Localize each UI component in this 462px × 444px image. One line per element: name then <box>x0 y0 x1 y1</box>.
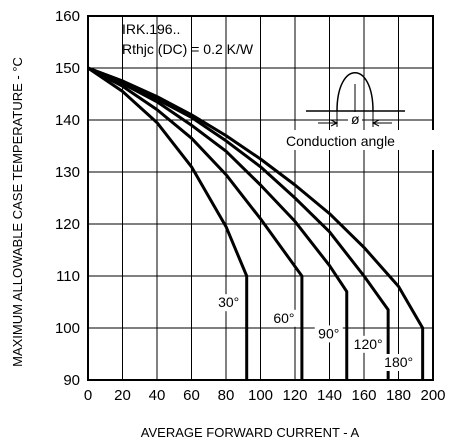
curve-label: 120° <box>354 336 383 352</box>
plot-frame <box>87 15 434 381</box>
curve-label: 90° <box>318 325 339 341</box>
plot-border <box>87 15 434 381</box>
series-line <box>87 66 390 380</box>
y-tick-label: 90 <box>63 372 80 389</box>
y-tick-label: 120 <box>55 216 80 233</box>
x-tick-label: 0 <box>84 387 92 404</box>
y-tick-label: 140 <box>55 112 80 129</box>
curve-label-bg <box>314 325 343 343</box>
curve-label: 60° <box>273 310 294 326</box>
series-line <box>87 66 304 380</box>
curve-label: 30° <box>218 294 239 310</box>
series-line <box>87 66 349 380</box>
x-axis-label: AVERAGE FORWARD CURRENT - A <box>141 425 360 440</box>
curves <box>87 66 425 380</box>
curve-label-bg <box>269 309 298 327</box>
series-line <box>87 66 425 380</box>
x-tick-label: 40 <box>149 387 166 404</box>
x-tick-label: 200 <box>420 387 445 404</box>
x-tick-label: 80 <box>218 387 235 404</box>
y-tick-label: 130 <box>55 164 80 181</box>
curve-label-bg <box>380 354 417 371</box>
curve-label: 180° <box>384 354 413 370</box>
device-label: IRK.196.. <box>122 21 180 37</box>
x-tick-label: 140 <box>317 387 342 404</box>
conduction-angle-label: Conduction angle <box>286 133 395 149</box>
y-tick-label: 100 <box>55 320 80 337</box>
thermal-resistance-label: Rthjc (DC) = 0.2 K/W <box>122 41 254 57</box>
y-axis-label: MAXIMUM ALLOWABLE CASE TEMPERATURE - °C <box>10 57 25 367</box>
conduction-angle-icon <box>306 72 405 127</box>
x-tick-label: 180 <box>386 387 411 404</box>
phi-symbol: ø <box>351 111 360 127</box>
curve-label-bg <box>350 335 387 353</box>
tick-labels: 0 20 40 60 80 100 120 140 160 180 200 90 100 110 120 13… <box>55 8 446 404</box>
y-tick-label: 150 <box>55 60 80 77</box>
curve-labels: 30° 60° 90° 120°180° <box>214 294 417 371</box>
x-tick-label: 60 <box>183 387 200 404</box>
x-tick-label: 20 <box>114 387 131 404</box>
series-line <box>87 66 249 380</box>
x-tick-label: 120 <box>282 387 307 404</box>
y-tick-label: 160 <box>55 8 80 25</box>
curve-label-bg <box>214 294 243 312</box>
x-tick-label: 160 <box>351 387 376 404</box>
grid <box>87 15 434 381</box>
y-tick-label: 110 <box>56 268 80 285</box>
x-tick-label: 100 <box>248 387 273 404</box>
